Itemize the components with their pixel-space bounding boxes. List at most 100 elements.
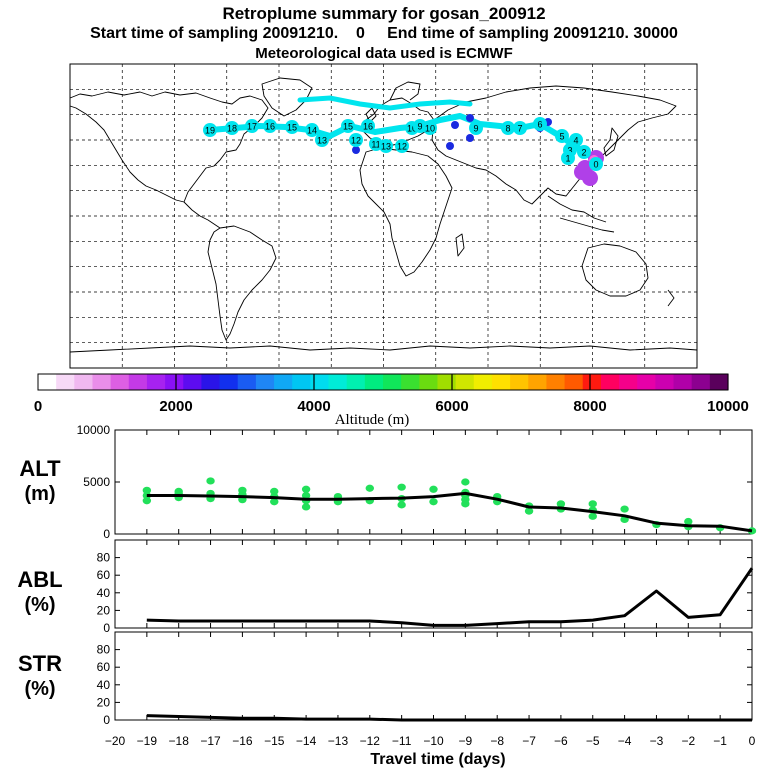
str-series-line (146, 714, 752, 722)
coast-africa (359, 147, 453, 277)
y-tick-label: 60 (97, 660, 111, 674)
colorbar-cell (74, 374, 94, 390)
x-tick-label: −2 (681, 734, 695, 748)
colorbar-cell (401, 374, 420, 390)
sampling-time-line: Start time of sampling 20091210. 0 End t… (90, 25, 678, 42)
y-tick-label: 40 (97, 586, 111, 600)
plume-day-marker (225, 121, 239, 135)
alt-scatter-point (142, 486, 152, 494)
coastlines (69, 77, 698, 353)
x-tick-label: 0 (749, 734, 756, 748)
colorbar-cell (183, 374, 203, 390)
coast-central-america (183, 201, 221, 229)
x-tick-label: −12 (360, 734, 381, 748)
colorbar-cell (92, 374, 112, 390)
x-tick-label: −3 (650, 734, 664, 748)
plume-day-marker (263, 119, 277, 133)
x-tick-label: −18 (169, 734, 190, 748)
x-axis-title: Travel time (days) (370, 751, 505, 768)
colorbar-cell (564, 374, 584, 390)
colorbar-cell (455, 374, 475, 390)
alt-panel-label: (m) (24, 483, 55, 505)
str-frame (114, 631, 753, 721)
x-tick-label: −16 (232, 734, 253, 748)
x-tick-label: −1 (713, 734, 727, 748)
x-tick-label: −14 (296, 734, 317, 748)
plume-day-marker (285, 120, 299, 134)
alt-scatter-point (301, 503, 311, 511)
colorbar-cell (709, 374, 729, 390)
alt-scatter-point (174, 487, 183, 495)
plume-dot (451, 121, 459, 129)
plume-upper-path (297, 95, 473, 111)
colorbar-cell (219, 374, 239, 390)
x-tick-label: −11 (392, 734, 412, 748)
alt-scatter-point (588, 500, 597, 508)
y-tick-label: 80 (97, 643, 111, 657)
colorbar-cell (673, 374, 693, 390)
x-tick-label: −19 (137, 734, 158, 748)
plume-day-label: 2 (581, 148, 586, 158)
abl-panel: 0 20 40 60 80 ABL(%) (17, 539, 754, 635)
plume-day-marker (561, 151, 575, 165)
colorbar-frame (37, 373, 729, 391)
alt-scatter-point (429, 498, 438, 506)
colorbar-cell (619, 374, 638, 390)
alt-panel: 0 5000 10000 ALT(m) (19, 423, 757, 541)
met-data-line: Meteorological data used is ECMWF (255, 45, 513, 62)
plume-day-marker (469, 121, 483, 135)
str-panel-label: STR (18, 651, 62, 676)
colorbar-cell (165, 374, 184, 390)
alt-scatter-point (524, 507, 534, 515)
x-tick-label: −6 (554, 734, 568, 748)
plume-day-marker (501, 121, 515, 135)
colorbar-tick-label: 4000 (297, 398, 330, 415)
alt-series-line (146, 491, 753, 533)
x-tick-label: −15 (264, 734, 285, 748)
x-tick-label: −4 (618, 734, 632, 748)
abl-panel-label: ABL (17, 567, 62, 592)
alt-scatter-point (588, 512, 597, 520)
plume-day-label: 16 (265, 122, 275, 132)
colorbar-cell (274, 374, 293, 390)
y-tick-label: 80 (97, 551, 111, 565)
colorbar-cell (128, 374, 148, 390)
y-tick-label: 10000 (77, 423, 111, 437)
colorbar-cell (146, 374, 166, 390)
time-series-panels: 0500010000ALT(m)020406080ABL(%)020406080… (17, 423, 757, 727)
plume-dot (352, 146, 360, 154)
colorbar-cell (255, 374, 275, 390)
colorbar-cell (655, 374, 675, 390)
plume-day-marker (361, 119, 375, 133)
coast-greenland (261, 77, 313, 117)
plume-day-label: 14 (307, 126, 317, 136)
coast-australia (581, 243, 649, 297)
colorbar-cell (364, 374, 384, 390)
plume-day-marker (315, 133, 329, 147)
plume-day-marker (513, 121, 527, 135)
x-tick-label: −8 (490, 734, 504, 748)
coast-new-zealand (667, 289, 675, 307)
coast-indonesia (559, 217, 615, 233)
plume-day-label: 3 (567, 146, 572, 156)
plume-day-marker (379, 139, 393, 153)
colorbar-cell (383, 374, 402, 390)
colorbar-cell (419, 374, 439, 390)
plume-day-label: 9 (473, 124, 478, 134)
plume-day-marker (341, 119, 355, 133)
colorbar-cell (201, 374, 221, 390)
alt-scatter-point (429, 485, 438, 493)
coast-madagascar (455, 233, 465, 257)
coast-japan (603, 127, 619, 157)
plume-dot (466, 134, 474, 142)
plume-day-label: 11 (371, 140, 380, 150)
colorbar-cell (546, 374, 566, 390)
plume-day-marker (349, 133, 363, 147)
colorbar-cell (38, 374, 57, 390)
colorbar-cell (691, 374, 711, 390)
plume-day-label: 6 (537, 120, 542, 130)
alt-scatter-point (556, 500, 566, 508)
y-tick-label: 60 (97, 568, 111, 582)
colorbar-cell (637, 374, 656, 390)
plume-day-label: 1 (565, 154, 570, 164)
